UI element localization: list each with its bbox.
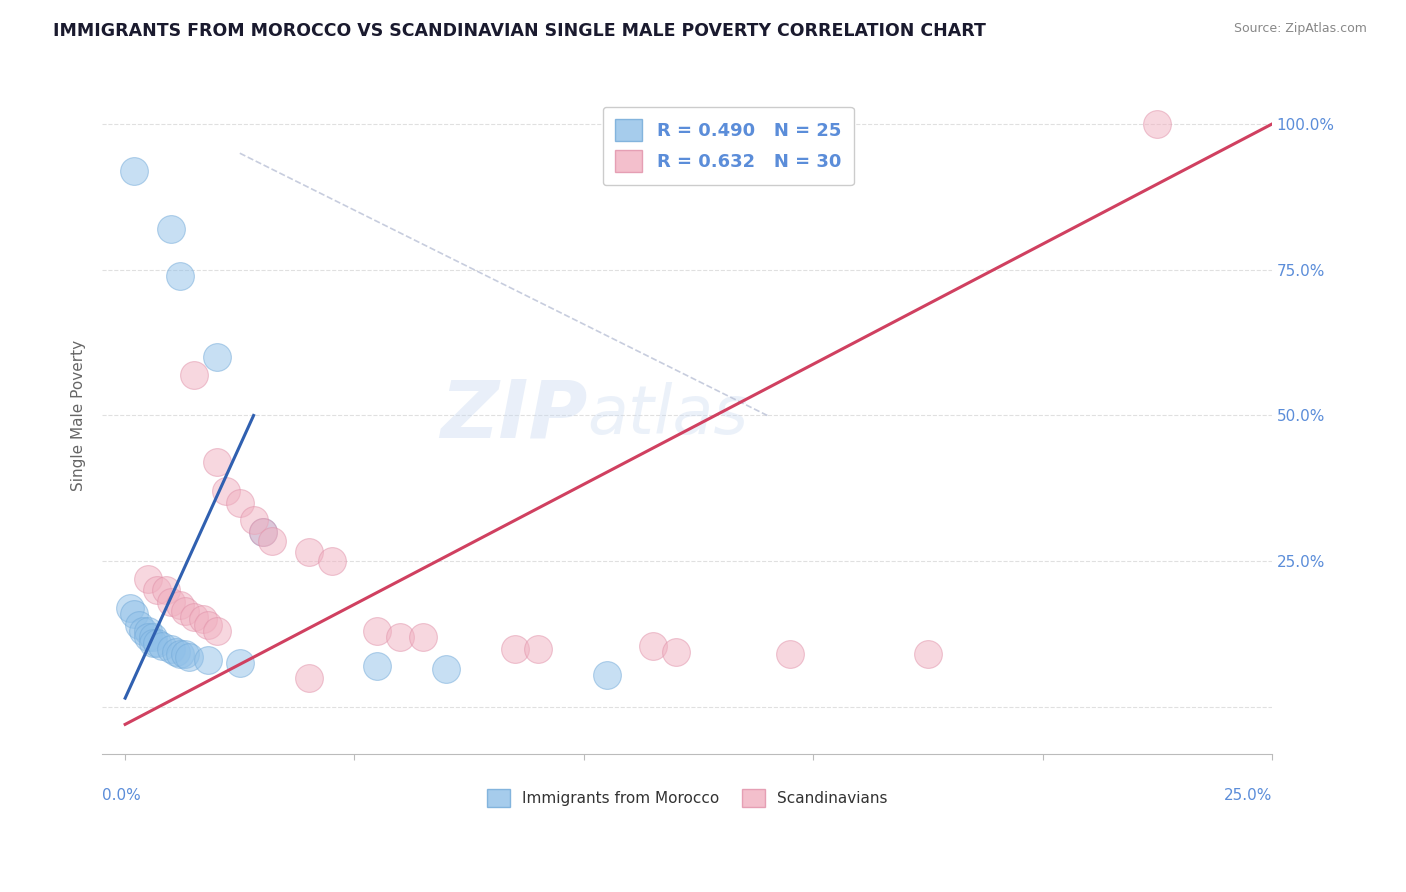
Point xyxy=(205,350,228,364)
Point xyxy=(205,624,228,639)
Point xyxy=(298,671,321,685)
Point xyxy=(173,604,195,618)
Point xyxy=(260,533,283,548)
Point xyxy=(136,624,159,639)
Point xyxy=(160,222,183,236)
Point xyxy=(169,268,191,283)
Point xyxy=(252,524,274,539)
Text: 25.0%: 25.0% xyxy=(1223,789,1272,804)
Legend: Immigrants from Morocco, Scandinavians: Immigrants from Morocco, Scandinavians xyxy=(481,782,894,814)
Point xyxy=(136,630,159,644)
Y-axis label: Single Male Poverty: Single Male Poverty xyxy=(72,340,86,491)
Point xyxy=(136,572,159,586)
Point xyxy=(215,484,238,499)
Point xyxy=(917,648,939,662)
Point xyxy=(169,598,191,612)
Point xyxy=(197,653,219,667)
Point xyxy=(779,648,801,662)
Point xyxy=(183,368,205,382)
Text: ZIP: ZIP xyxy=(440,376,588,455)
Point xyxy=(205,455,228,469)
Point xyxy=(503,641,526,656)
Point xyxy=(124,163,146,178)
Point xyxy=(1146,117,1168,131)
Point xyxy=(434,662,457,676)
Text: IMMIGRANTS FROM MOROCCO VS SCANDINAVIAN SINGLE MALE POVERTY CORRELATION CHART: IMMIGRANTS FROM MOROCCO VS SCANDINAVIAN … xyxy=(53,22,986,40)
Point xyxy=(118,600,141,615)
Point xyxy=(321,554,343,568)
Point xyxy=(155,583,177,598)
Point xyxy=(150,639,173,653)
Point xyxy=(366,659,388,673)
Point xyxy=(160,641,183,656)
Point xyxy=(527,641,550,656)
Point xyxy=(146,636,169,650)
Point xyxy=(229,656,252,670)
Point xyxy=(165,644,187,658)
Point xyxy=(146,583,169,598)
Point xyxy=(173,648,195,662)
Point xyxy=(132,624,155,639)
Point xyxy=(160,595,183,609)
Point xyxy=(389,630,412,644)
Point xyxy=(124,607,146,621)
Point xyxy=(641,639,664,653)
Point xyxy=(298,545,321,559)
Point xyxy=(596,668,619,682)
Point xyxy=(142,636,165,650)
Point xyxy=(412,630,434,644)
Point xyxy=(169,648,191,662)
Point xyxy=(366,624,388,639)
Point xyxy=(191,612,214,626)
Point xyxy=(229,496,252,510)
Point xyxy=(142,630,165,644)
Point xyxy=(242,513,264,527)
Point xyxy=(179,650,201,665)
Point xyxy=(128,618,150,632)
Text: Source: ZipAtlas.com: Source: ZipAtlas.com xyxy=(1233,22,1367,36)
Text: 0.0%: 0.0% xyxy=(103,789,141,804)
Point xyxy=(183,609,205,624)
Point xyxy=(252,524,274,539)
Text: atlas: atlas xyxy=(588,383,749,449)
Point xyxy=(665,644,688,658)
Point xyxy=(197,618,219,632)
